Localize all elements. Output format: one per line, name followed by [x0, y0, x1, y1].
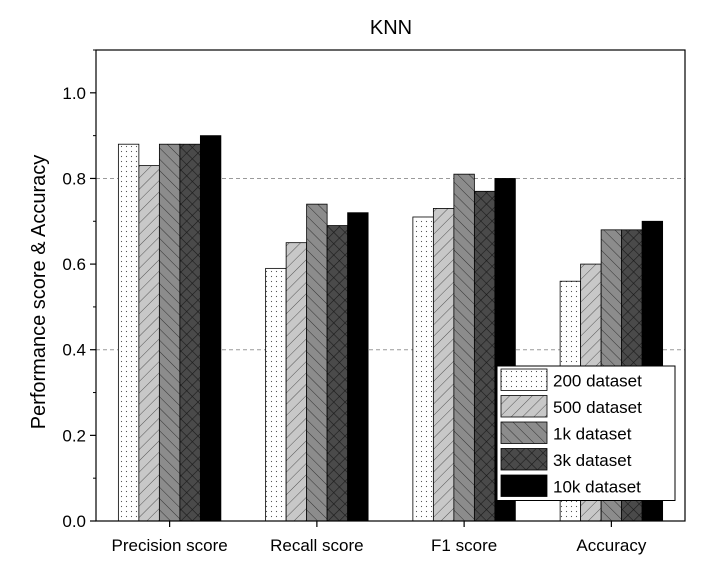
legend-swatch-4: [500, 474, 548, 497]
legend-swatch-0: [500, 368, 548, 391]
bar-0-2: [158, 143, 181, 522]
bar-2-3: [473, 190, 496, 522]
legend-swatch-2: [500, 421, 548, 444]
bar-1-2: [306, 203, 328, 522]
bar-0-3: [179, 143, 201, 522]
bar-1-1: [285, 242, 308, 522]
y-tick-label-4: 0.8: [62, 169, 86, 188]
y-tick-label-2: 0.4: [62, 341, 86, 360]
legend-label-3: 3k dataset: [553, 451, 632, 470]
plot-frame: [95, 49, 686, 522]
bar-0-1: [138, 165, 160, 522]
bar-2-1: [432, 208, 455, 522]
bar-0-0: [117, 143, 140, 522]
bar-2-0: [412, 216, 434, 522]
y-tick-label-1: 0.2: [62, 426, 86, 445]
bar-1-3: [326, 225, 349, 522]
y-tick-label-0: 0.0: [62, 512, 86, 531]
legend-label-2: 1k dataset: [553, 425, 632, 444]
x-axis-categories: Precision score Recall score F1 score Accur…: [112, 521, 647, 555]
axes: [95, 49, 686, 522]
legend-label-4: 10k dataset: [553, 478, 641, 497]
x-category-label-1: Recall score: [270, 536, 364, 555]
x-category-label-0: Precision score: [112, 536, 228, 555]
bar-0-4: [199, 135, 222, 522]
legend-label-0: 200 dataset: [553, 372, 642, 391]
chart-title: KNN: [370, 17, 412, 39]
legend-label-1: 500 dataset: [553, 398, 642, 417]
y-tick-label-3: 0.6: [62, 255, 86, 274]
bar-2-2: [453, 173, 475, 522]
legend: 200 dataset 500 dataset 1k dataset 3k datas…: [496, 365, 676, 501]
bar-1-4: [347, 212, 369, 522]
legend-swatch-3: [500, 448, 548, 471]
y-tick-label-5: 1.0: [62, 84, 86, 103]
legend-swatch-1: [500, 395, 548, 418]
y-axis-ticks: 0.0 0.2 0.4 0.6 0.8 1.0: [62, 49, 96, 531]
bar-1-0: [265, 267, 287, 522]
y-axis-label: Performance score & Accuracy: [28, 155, 50, 430]
x-category-label-2: F1 score: [431, 536, 497, 555]
x-category-label-3: Accuracy: [576, 536, 646, 555]
